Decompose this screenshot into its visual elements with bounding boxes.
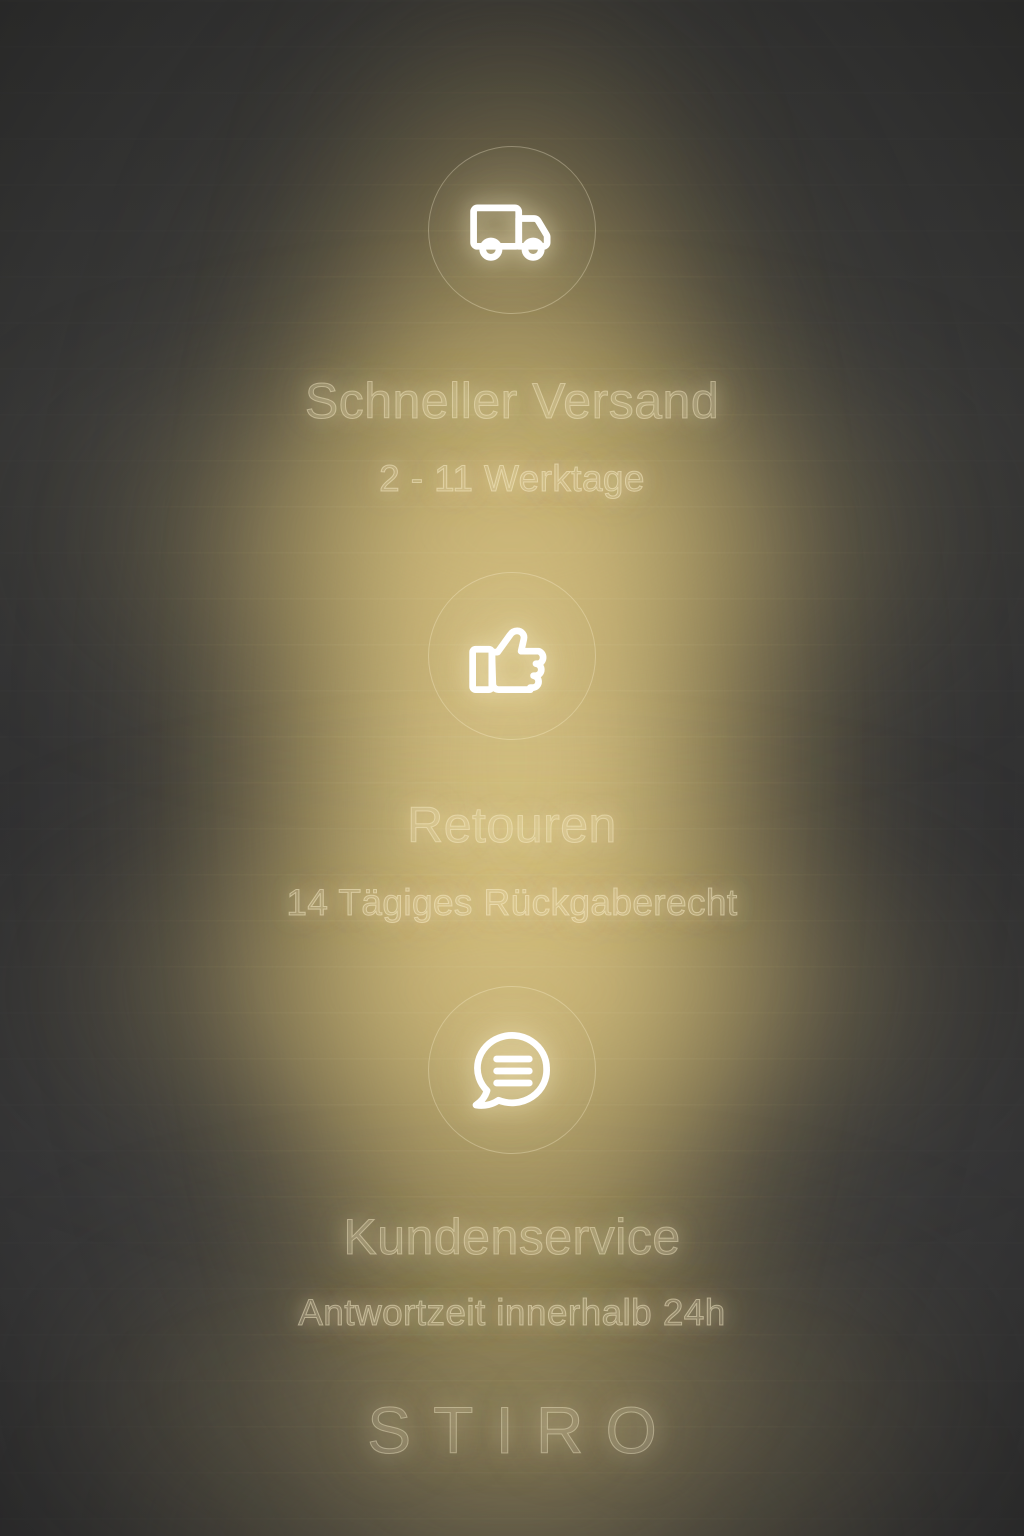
feature-subtitle: 2 - 11 Werktage <box>379 458 645 500</box>
icon-circle-returns <box>428 572 596 740</box>
icon-circle-shipping <box>428 146 596 314</box>
feature-item-shipping: Schneller Versand 2 - 11 Werktage <box>0 146 1024 500</box>
feature-item-returns: Retouren 14 Tägiges Rückgaberecht <box>0 572 1024 924</box>
feature-title: Schneller Versand <box>304 373 720 430</box>
feature-item-support: Kundenservice Antwortzeit innerhalb 24h <box>0 986 1024 1334</box>
icon-circle-support <box>428 986 596 1154</box>
thumbs-up-icon <box>469 627 547 693</box>
delivery-truck-icon <box>470 204 551 261</box>
feature-subtitle: Antwortzeit innerhalb 24h <box>298 1292 726 1334</box>
chat-bubble-icon <box>472 1032 550 1109</box>
brand-logo: STIRO <box>0 1392 1024 1468</box>
feature-subtitle: 14 Tägiges Rückgaberecht <box>286 882 738 924</box>
feature-title: Kundenservice <box>343 1209 681 1266</box>
brand-name: STIRO <box>367 1393 679 1468</box>
feature-title: Retouren <box>407 797 617 854</box>
